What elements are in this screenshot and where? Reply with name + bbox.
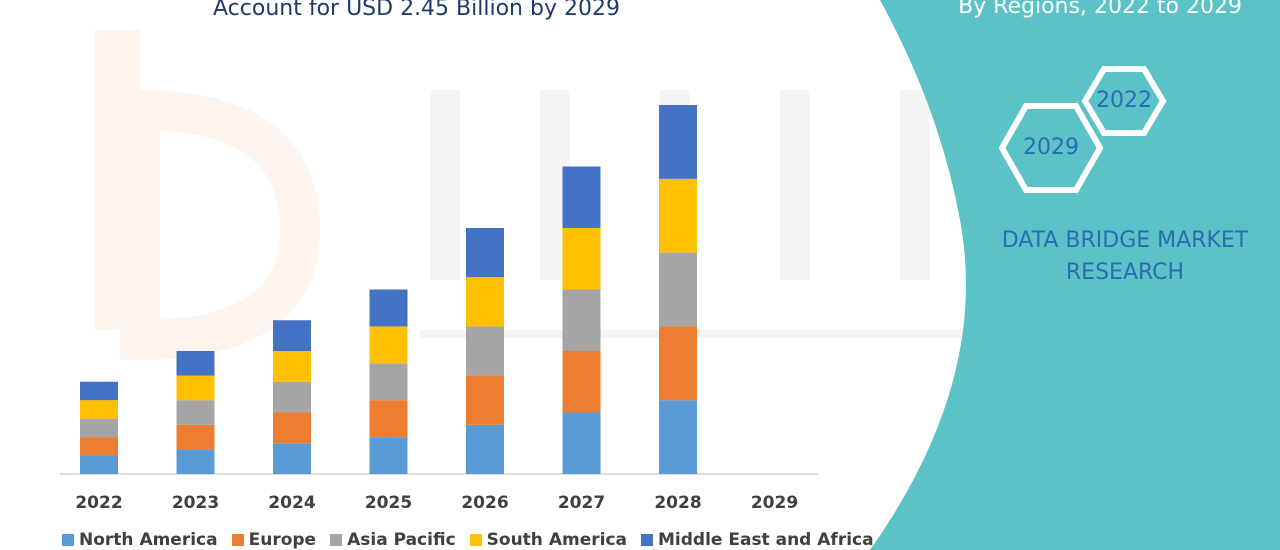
legend-label: North America xyxy=(79,530,218,550)
hexagon-2022-shape xyxy=(1081,66,1167,136)
bar-segment-2025-south-america xyxy=(369,326,408,364)
bar-segment-2022-europe xyxy=(80,437,118,456)
teal-panel xyxy=(870,0,1280,550)
x-tick-label-2026: 2026 xyxy=(461,493,508,513)
x-tick-label-2029: 2029 xyxy=(751,493,798,513)
logo-watermark xyxy=(95,30,321,361)
legend-item-middle-east-and-africa: Middle East and Africa xyxy=(641,530,874,550)
bar-segment-2027-south-america xyxy=(562,228,601,290)
bar-segment-2024-south-america xyxy=(273,351,311,382)
bar-segment-2027-middle-east-and-africa xyxy=(562,166,601,228)
bar-segment-2026-europe xyxy=(466,375,504,425)
bar-segment-2024-asia-pacific xyxy=(273,381,311,413)
legend-label: Asia Pacific xyxy=(347,530,456,550)
bar-segment-2023-asia-pacific xyxy=(176,400,215,425)
bar-segment-2022-middle-east-and-africa xyxy=(80,381,118,401)
bar-segment-2022-south-america xyxy=(80,400,118,419)
bar-segment-2026-asia-pacific xyxy=(466,326,504,376)
bar-segment-2023-europe xyxy=(176,424,215,450)
bar-segment-2023-middle-east-and-africa xyxy=(176,351,215,376)
legend-item-asia-pacific: Asia Pacific xyxy=(330,530,456,550)
bar-segment-2023-south-america xyxy=(176,375,215,401)
bar-segment-2028-south-america xyxy=(659,178,697,253)
stacked-bar-chart: 2022 2023 2024 2025 2026 2027 2028 2029 xyxy=(60,105,818,513)
brand-name: DATA BRIDGE MARKET RESEARCH xyxy=(985,225,1265,289)
x-tick-label-2022: 2022 xyxy=(75,493,122,513)
bar-segment-2023-north-america xyxy=(176,449,215,474)
bar-segment-2028-europe xyxy=(659,326,697,401)
bar-segment-2022-asia-pacific xyxy=(80,418,118,438)
bar-segment-2025-asia-pacific xyxy=(369,363,408,401)
x-tick-label-2027: 2027 xyxy=(558,493,605,513)
bar-segment-2025-north-america xyxy=(369,437,408,474)
legend-swatch xyxy=(231,534,244,546)
bar-segment-2028-asia-pacific xyxy=(659,252,697,327)
bar-segment-2026-south-america xyxy=(466,277,504,327)
bar-segment-2026-middle-east-and-africa xyxy=(466,228,504,278)
legend-label: Europe xyxy=(248,530,317,550)
legend-item-south-america: South America xyxy=(469,530,627,550)
bar-segment-2027-asia-pacific xyxy=(562,289,601,351)
legend-label: Middle East and Africa xyxy=(658,530,874,550)
hexagon-2029-shape xyxy=(998,103,1104,193)
brand-line-2: RESEARCH xyxy=(1065,260,1185,285)
legend-swatch xyxy=(641,534,653,546)
legend-swatch xyxy=(330,534,343,546)
legend-swatch xyxy=(469,534,482,546)
legend-item-north-america: North America xyxy=(62,530,218,550)
chart-title: Account for USD 2.45 Billion by 2029 xyxy=(213,0,620,21)
bar-segment-2024-middle-east-and-africa xyxy=(273,320,311,351)
bar-segment-2026-north-america xyxy=(466,424,504,474)
bar-segment-2027-europe xyxy=(562,351,601,413)
x-tick-label-2024: 2024 xyxy=(268,493,315,513)
legend-label: South America xyxy=(486,530,627,550)
bar-segment-2025-europe xyxy=(369,400,408,438)
hexagon-2029-label: 2029 xyxy=(1023,135,1079,160)
bar-segment-2025-middle-east-and-africa xyxy=(369,289,408,327)
chart-subtitle: By Regions, 2022 to 2029 xyxy=(958,0,1242,19)
bar-segment-2022-north-america xyxy=(80,455,118,474)
brand-line-1: DATA BRIDGE MARKET xyxy=(1001,228,1249,253)
chart-legend: North America Europe Asia Pacific South Ame… xyxy=(62,530,874,550)
x-tick-label-2028: 2028 xyxy=(654,493,701,513)
hexagon-2022-label: 2022 xyxy=(1096,88,1152,113)
bar-segment-2028-middle-east-and-africa xyxy=(659,105,697,179)
x-tick-label-2025: 2025 xyxy=(365,493,412,513)
bar-segment-2028-north-america xyxy=(659,400,697,474)
bar-segment-2024-europe xyxy=(273,412,311,444)
bar-segment-2027-north-america xyxy=(562,412,601,474)
bar-segment-2024-north-america xyxy=(273,443,311,474)
legend-swatch xyxy=(62,534,74,546)
x-tick-label-2023: 2023 xyxy=(172,493,219,513)
legend-item-europe: Europe xyxy=(231,530,317,550)
